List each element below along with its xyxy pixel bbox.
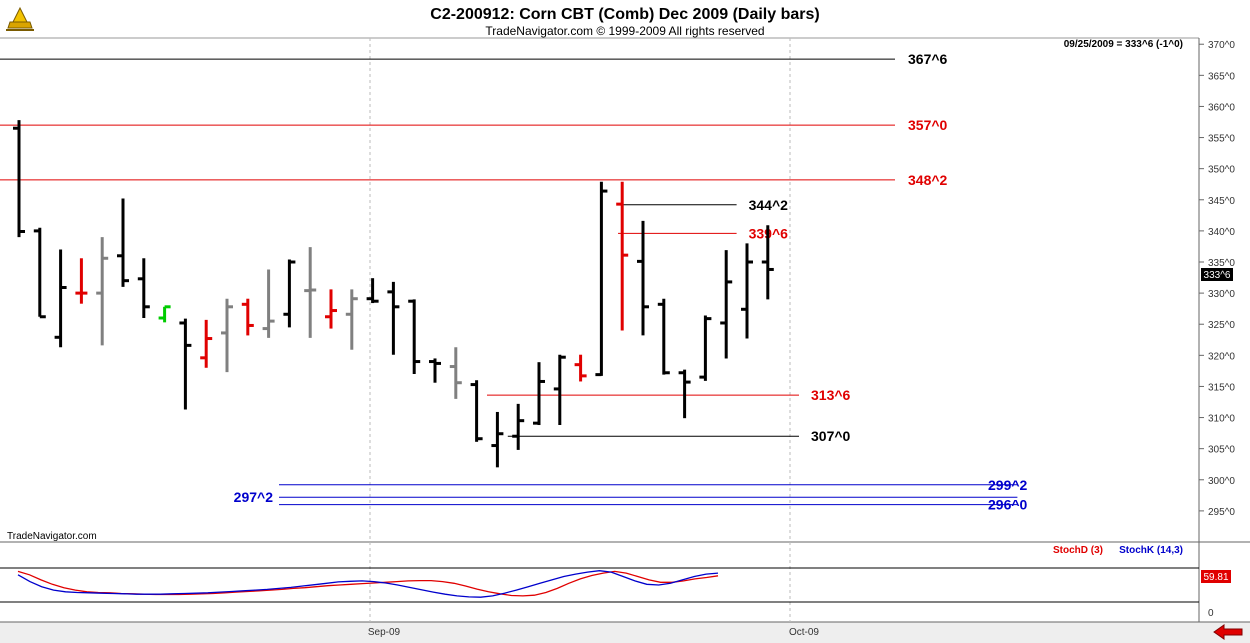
level-label: 348^2: [908, 172, 948, 188]
level-label: 367^6: [908, 51, 948, 67]
stoch-k-legend: StochK (14,3): [1119, 545, 1183, 556]
ohlc-bar: [699, 315, 712, 381]
watermark: TradeNavigator.com: [7, 531, 97, 542]
ohlc-bar: [720, 250, 733, 359]
ohlc-bar: [241, 298, 254, 336]
level-label: 313^6: [811, 387, 851, 403]
ohlc-bar: [117, 198, 129, 287]
ohlc-bar: [96, 237, 109, 346]
ohlc-bar: [533, 362, 545, 426]
ohlc-bar: [429, 358, 441, 383]
y-tick-label: 345^0: [1208, 196, 1235, 207]
y-tick-label: 295^0: [1208, 507, 1235, 518]
ohlc-bar: [491, 411, 504, 468]
level-label: 357^0: [908, 117, 948, 133]
ohlc-bar: [366, 278, 379, 304]
level-label: 296^0: [988, 497, 1028, 513]
current-price-label: 333^6: [1204, 270, 1231, 281]
stoch-axis-zero: 0: [1208, 608, 1214, 619]
y-tick-label: 325^0: [1208, 320, 1235, 331]
level-lines: 367^6357^0348^2344^2339^6313^6307^0299^2…: [0, 51, 1028, 513]
stoch-k-line: [17, 570, 719, 598]
vertical-gridlines: [369, 38, 791, 622]
current-price-box: [1201, 268, 1233, 281]
ohlc-bar: [512, 403, 525, 450]
scroll-left-arrow-icon[interactable]: [1212, 624, 1246, 640]
ohlc-bar: [75, 258, 88, 304]
y-tick-label: 360^0: [1208, 102, 1235, 113]
ohlc-bar: [408, 299, 421, 374]
y-tick-label: 320^0: [1208, 351, 1235, 362]
y-tick-label: 340^0: [1208, 227, 1235, 238]
ohlc-bar: [33, 227, 46, 319]
y-tick-label: 310^0: [1208, 414, 1235, 425]
ohlc-bar: [657, 298, 670, 375]
y-tick-label: 330^0: [1208, 289, 1235, 300]
chart-title: C2-200912: Corn CBT (Comb) Dec 2009 (Dai…: [430, 6, 819, 23]
y-tick-label: 350^0: [1208, 165, 1235, 176]
y-tick-label: 370^0: [1208, 40, 1235, 51]
ohlc-bar: [553, 354, 566, 426]
y-tick-label: 335^0: [1208, 258, 1235, 269]
stoch-d-legend: StochD (3): [1053, 545, 1103, 556]
ohlc-bar: [470, 380, 483, 442]
ohlc-bar: [179, 318, 192, 410]
ohlc-bar: [262, 269, 275, 338]
ohlc-bar: [574, 354, 587, 382]
ohlc-bar: [54, 249, 67, 348]
tradenavigator-logo-icon[interactable]: [5, 6, 35, 34]
y-tick-label: 300^0: [1208, 476, 1235, 487]
ohlc-bar: [595, 181, 608, 377]
ohlc-bar: [304, 247, 317, 338]
level-label: 307^0: [811, 428, 851, 444]
ohlc-bars: [13, 120, 774, 468]
ohlc-bar: [158, 305, 171, 323]
ohlc-bar: [678, 369, 691, 419]
ohlc-bar: [200, 319, 213, 368]
ohlc-bar: [741, 243, 753, 339]
bottom-strip: [0, 622, 1250, 643]
ohlc-bar: [345, 289, 358, 350]
right-axis-bg: [1199, 0, 1250, 622]
ohlc-bar: [13, 120, 25, 238]
ohlc-bar: [761, 225, 774, 300]
ohlc-bar: [137, 258, 150, 318]
x-tick-sep: Sep-09: [368, 627, 401, 638]
y-tick-label: 365^0: [1208, 71, 1235, 82]
y-tick-label: 305^0: [1208, 445, 1235, 456]
ohlc-bar: [325, 289, 337, 329]
ohlc-bar: [221, 298, 233, 373]
x-tick-oct: Oct-09: [789, 627, 819, 638]
y-tick-label: 315^0: [1208, 382, 1235, 393]
level-label: 297^2: [234, 489, 274, 505]
ohlc-bar: [283, 259, 296, 328]
level-label: 344^2: [749, 197, 789, 213]
chart-subtitle: TradeNavigator.com © 1999-2009 All right…: [485, 24, 764, 38]
ohlc-bar: [387, 281, 400, 355]
stochastic-lines: [17, 570, 719, 598]
y-tick-label: 355^0: [1208, 134, 1235, 145]
level-label: 299^2: [988, 477, 1028, 493]
price-readout: 09/25/2009 = 333^6 (-1^0): [1064, 39, 1183, 50]
stoch-value-box: [1201, 570, 1231, 583]
ohlc-bar: [616, 181, 629, 331]
ohlc-bar: [637, 220, 649, 336]
price-axis: 295^0 300^0 305^0 310^0 315^0 320^0 325^0 330^0…: [1199, 40, 1235, 518]
ohlc-bar: [449, 347, 462, 399]
stoch-value-label: 59.81: [1203, 572, 1228, 583]
